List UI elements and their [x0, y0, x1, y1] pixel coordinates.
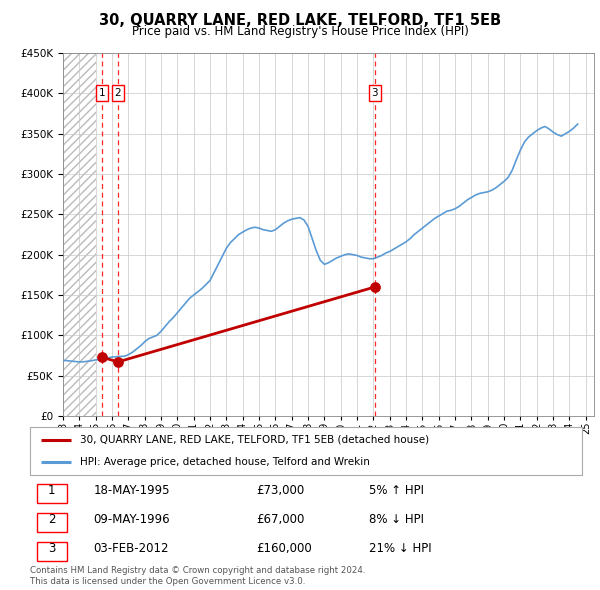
- FancyBboxPatch shape: [30, 427, 582, 475]
- Text: 1: 1: [98, 88, 105, 98]
- Text: HPI: Average price, detached house, Telford and Wrekin: HPI: Average price, detached house, Telf…: [80, 457, 370, 467]
- Point: [97, 352, 107, 362]
- Text: £160,000: £160,000: [256, 542, 312, 555]
- FancyBboxPatch shape: [37, 542, 67, 561]
- Text: Price paid vs. HM Land Registry's House Price Index (HPI): Price paid vs. HM Land Registry's House …: [131, 25, 469, 38]
- Text: 5% ↑ HPI: 5% ↑ HPI: [370, 484, 424, 497]
- Text: 2: 2: [115, 88, 121, 98]
- Text: 09-MAY-1996: 09-MAY-1996: [94, 513, 170, 526]
- Text: £67,000: £67,000: [256, 513, 305, 526]
- Text: 30, QUARRY LANE, RED LAKE, TELFORD, TF1 5EB (detached house): 30, QUARRY LANE, RED LAKE, TELFORD, TF1 …: [80, 435, 429, 445]
- Point: [370, 282, 380, 291]
- FancyBboxPatch shape: [37, 484, 67, 503]
- Text: 3: 3: [48, 542, 55, 555]
- Text: 30, QUARRY LANE, RED LAKE, TELFORD, TF1 5EB: 30, QUARRY LANE, RED LAKE, TELFORD, TF1 …: [99, 13, 501, 28]
- Text: 03-FEB-2012: 03-FEB-2012: [94, 542, 169, 555]
- Text: 3: 3: [371, 88, 378, 98]
- Point: [113, 357, 122, 366]
- Text: 1: 1: [48, 484, 56, 497]
- Text: 2: 2: [48, 513, 56, 526]
- Text: £73,000: £73,000: [256, 484, 305, 497]
- FancyBboxPatch shape: [37, 513, 67, 532]
- Text: Contains HM Land Registry data © Crown copyright and database right 2024.: Contains HM Land Registry data © Crown c…: [30, 566, 365, 575]
- Text: This data is licensed under the Open Government Licence v3.0.: This data is licensed under the Open Gov…: [30, 577, 305, 586]
- Text: 21% ↓ HPI: 21% ↓ HPI: [370, 542, 432, 555]
- Text: 18-MAY-1995: 18-MAY-1995: [94, 484, 170, 497]
- Text: 8% ↓ HPI: 8% ↓ HPI: [370, 513, 424, 526]
